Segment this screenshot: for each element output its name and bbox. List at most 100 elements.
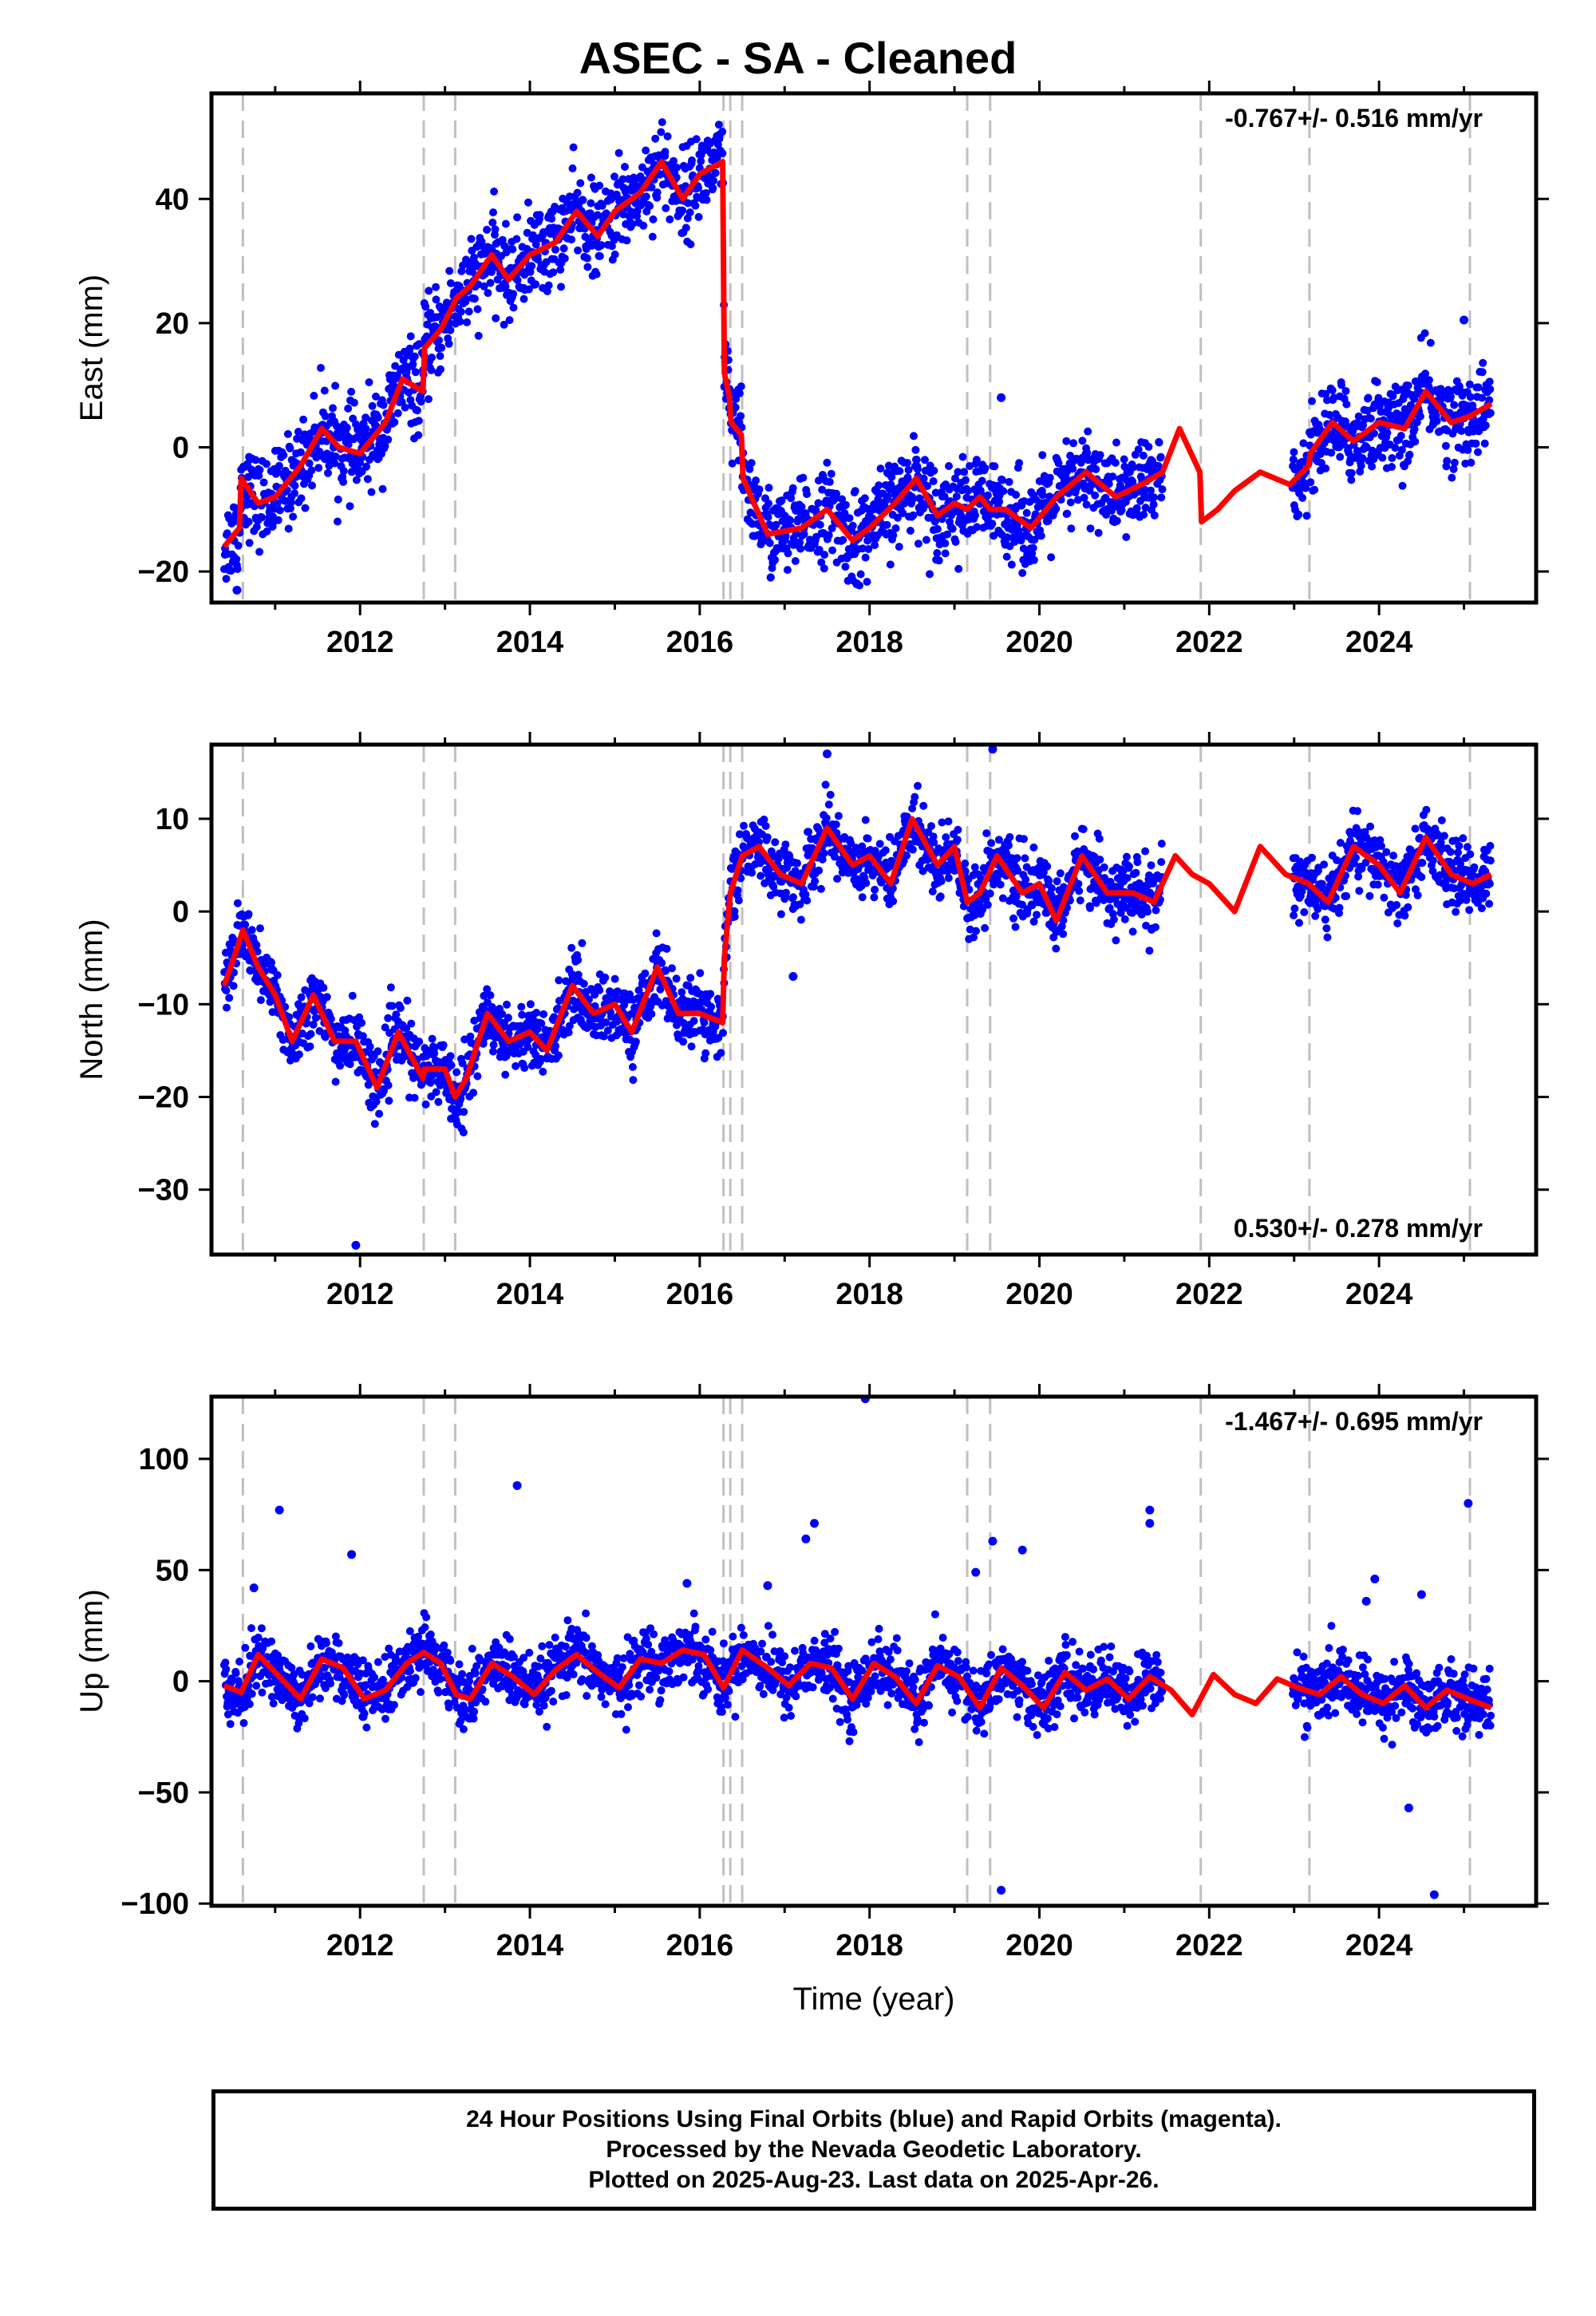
data-point: [1302, 512, 1311, 520]
data-point: [501, 1070, 510, 1079]
outlier-point: [232, 585, 242, 595]
data-point: [745, 464, 754, 473]
data-point: [346, 502, 354, 511]
data-point: [380, 1086, 388, 1095]
data-point: [929, 477, 938, 485]
data-point: [692, 135, 701, 144]
data-point: [607, 242, 616, 251]
data-point: [222, 986, 231, 995]
data-point: [310, 391, 318, 400]
data-point: [1321, 464, 1330, 472]
data-point: [832, 489, 841, 498]
data-point: [883, 492, 892, 501]
data-point: [601, 973, 610, 982]
data-point: [782, 888, 790, 897]
data-point: [1105, 903, 1114, 912]
x-tick-label: 2012: [326, 626, 394, 659]
data-point: [1108, 472, 1117, 481]
data-point: [381, 1023, 389, 1032]
data-point: [1416, 412, 1424, 421]
data-point: [300, 1714, 309, 1723]
data-point: [537, 1019, 546, 1028]
data-point: [414, 431, 423, 440]
data-point: [1132, 504, 1141, 512]
data-point: [1486, 385, 1495, 393]
data-point: [796, 544, 805, 553]
data-point: [672, 974, 681, 983]
data-point: [1368, 462, 1377, 471]
data-point: [560, 254, 569, 263]
data-point: [1295, 919, 1303, 927]
data-point: [863, 578, 871, 586]
data-point: [691, 201, 700, 210]
data-point: [841, 500, 850, 509]
data-point: [610, 172, 618, 181]
data-point: [711, 168, 720, 177]
data-point: [763, 833, 772, 842]
data-point: [297, 993, 306, 1002]
data-point: [628, 1063, 637, 1071]
data-point: [831, 852, 839, 861]
data-point: [567, 943, 576, 952]
data-point: [1474, 448, 1482, 456]
data-point: [396, 1004, 405, 1012]
data-point: [1150, 493, 1158, 502]
data-point: [1455, 841, 1464, 850]
data-point: [531, 280, 540, 289]
data-point: [549, 268, 558, 277]
outlier-point: [997, 393, 1006, 402]
data-point: [1311, 911, 1320, 920]
data-point: [463, 318, 472, 326]
data-point: [434, 1097, 443, 1106]
data-point: [1066, 452, 1075, 460]
data-point: [944, 874, 953, 883]
data-point: [978, 905, 987, 914]
data-point: [479, 1039, 488, 1048]
data-point: [513, 213, 522, 222]
data-point: [467, 235, 476, 243]
data-point: [509, 303, 518, 312]
data-point: [820, 564, 828, 573]
data-point: [414, 417, 423, 425]
data-point: [1417, 873, 1426, 881]
data-point: [1074, 879, 1083, 888]
data-point: [348, 991, 357, 1000]
data-point: [1389, 392, 1397, 401]
data-point: [919, 474, 928, 483]
data-point: [1003, 533, 1012, 542]
data-point: [1043, 862, 1052, 871]
data-point: [1308, 397, 1316, 405]
data-point: [748, 868, 757, 877]
data-point: [889, 531, 898, 539]
data-point: [1100, 863, 1108, 871]
data-point: [787, 494, 796, 503]
data-point: [1152, 923, 1159, 931]
data-point: [274, 516, 282, 524]
data-point: [1009, 914, 1017, 923]
data-point: [1406, 401, 1415, 409]
x-tick-label: 2016: [666, 626, 734, 659]
data-point: [565, 1022, 574, 1030]
data-point: [838, 495, 847, 504]
data-point: [910, 432, 918, 441]
data-point: [533, 1025, 542, 1034]
data-point: [595, 251, 604, 260]
data-point: [777, 877, 786, 886]
data-point: [222, 1665, 231, 1674]
data-point: [384, 435, 393, 444]
data-point: [679, 1037, 688, 1046]
data-point: [567, 235, 576, 244]
x-tick-label: 2022: [1175, 626, 1243, 659]
data-point: [686, 240, 695, 249]
data-point: [673, 164, 681, 172]
data-point: [334, 517, 342, 526]
data-point: [1432, 417, 1441, 425]
data-point: [1047, 883, 1056, 892]
data-point: [314, 464, 323, 472]
data-point: [267, 1637, 276, 1646]
data-point: [390, 418, 399, 426]
data-point: [1366, 414, 1375, 423]
data-point: [639, 221, 648, 230]
data-point: [841, 563, 850, 571]
data-point: [1125, 862, 1133, 871]
